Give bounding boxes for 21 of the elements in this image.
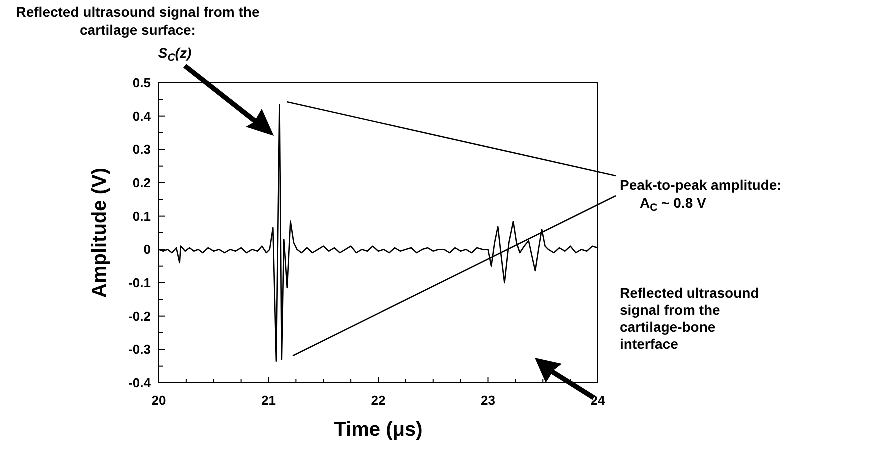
y-tick-label: -0.4 bbox=[128, 376, 152, 390]
text: Peak-to-peak amplitude: bbox=[620, 177, 782, 193]
x-tick-label: 23 bbox=[481, 393, 496, 408]
x-tick-label: 22 bbox=[371, 393, 386, 408]
y-tick-label: 0.4 bbox=[132, 108, 152, 124]
y-axis-title: Amplitude (V) bbox=[89, 168, 111, 298]
y-tick-label: -0.3 bbox=[128, 342, 151, 358]
y-tick-label: -0.1 bbox=[128, 276, 151, 290]
text: Reflected ultrasound signal from the cartilage surface: bbox=[16, 4, 260, 38]
x-tick-label: 20 bbox=[152, 393, 166, 408]
y-tick-label: -0.2 bbox=[128, 308, 151, 324]
y-tick-label: 0 bbox=[144, 242, 151, 258]
y-tick-label: 0.5 bbox=[132, 76, 151, 90]
text: S$_{C}$(z) bbox=[158, 45, 192, 64]
y-tick-label: 0.3 bbox=[132, 142, 151, 158]
text: Reflected ultrasound signal from the cartilage-bone interface bbox=[620, 285, 760, 352]
x-tick-label: 21 bbox=[262, 393, 276, 408]
y-tick-label: 0.1 bbox=[132, 208, 151, 224]
y-tick-label: 0.2 bbox=[132, 176, 151, 190]
x-axis-title: Time (μs) bbox=[334, 419, 423, 441]
text: A$_{C}$ ~ 0.8 V bbox=[640, 195, 708, 214]
